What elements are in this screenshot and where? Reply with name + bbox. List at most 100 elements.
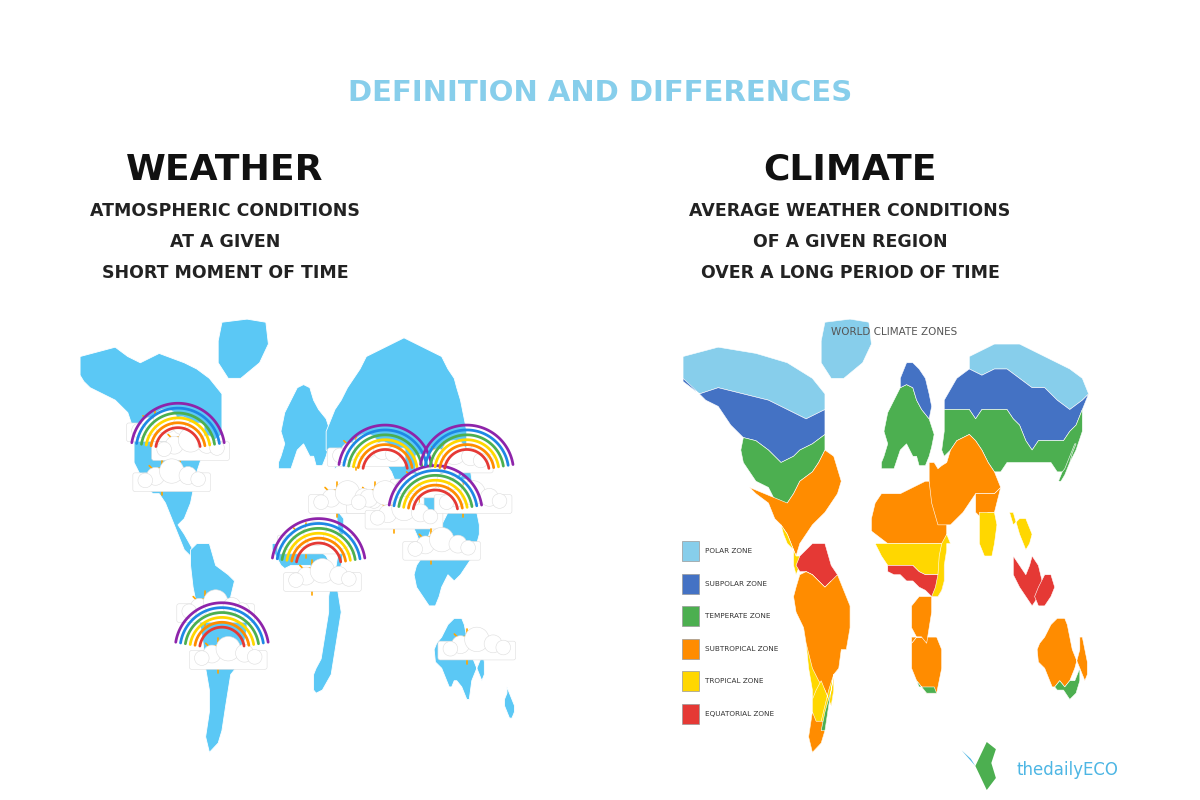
Text: POLAR ZONE: POLAR ZONE xyxy=(706,548,752,554)
Polygon shape xyxy=(796,572,850,753)
Polygon shape xyxy=(218,319,269,378)
Circle shape xyxy=(310,558,335,583)
Polygon shape xyxy=(821,319,871,378)
Polygon shape xyxy=(929,434,1001,525)
Text: ATMOSPHERIC CONDITIONS
AT A GIVEN
SHORT MOMENT OF TIME: ATMOSPHERIC CONDITIONS AT A GIVEN SHORT … xyxy=(90,202,360,282)
Bar xyxy=(682,671,698,691)
Polygon shape xyxy=(931,534,950,597)
Circle shape xyxy=(151,468,172,488)
Circle shape xyxy=(290,530,308,548)
Circle shape xyxy=(298,567,316,585)
FancyBboxPatch shape xyxy=(328,448,406,466)
Polygon shape xyxy=(796,543,838,587)
Circle shape xyxy=(157,442,172,457)
Polygon shape xyxy=(1037,618,1087,687)
Polygon shape xyxy=(455,444,473,484)
Circle shape xyxy=(154,409,178,434)
Circle shape xyxy=(182,604,197,618)
Text: AVERAGE WEATHER CONDITIONS
OF A GIVEN REGION
OVER A LONG PERIOD OF TIME: AVERAGE WEATHER CONDITIONS OF A GIVEN RE… xyxy=(689,202,1010,282)
Circle shape xyxy=(416,536,434,554)
Bar xyxy=(682,606,698,626)
Polygon shape xyxy=(1034,574,1055,606)
Circle shape xyxy=(430,527,454,552)
Bar xyxy=(682,704,698,724)
Circle shape xyxy=(371,510,385,525)
Circle shape xyxy=(216,637,240,661)
Polygon shape xyxy=(976,742,996,790)
Circle shape xyxy=(146,467,164,486)
FancyBboxPatch shape xyxy=(438,641,516,660)
Circle shape xyxy=(179,466,197,485)
Polygon shape xyxy=(683,347,824,419)
FancyBboxPatch shape xyxy=(403,542,480,560)
Circle shape xyxy=(412,504,430,522)
FancyBboxPatch shape xyxy=(277,535,355,554)
FancyBboxPatch shape xyxy=(151,442,229,461)
Circle shape xyxy=(191,598,209,616)
Circle shape xyxy=(473,453,488,468)
Circle shape xyxy=(166,436,184,454)
Circle shape xyxy=(191,472,205,486)
Circle shape xyxy=(179,428,203,452)
Polygon shape xyxy=(191,543,247,753)
Circle shape xyxy=(451,636,469,654)
Circle shape xyxy=(354,434,378,458)
Circle shape xyxy=(434,449,455,470)
Polygon shape xyxy=(970,344,1088,410)
Polygon shape xyxy=(326,338,479,606)
Circle shape xyxy=(384,505,404,526)
Bar xyxy=(682,638,698,658)
Text: SUBTROPICAL ZONE: SUBTROPICAL ZONE xyxy=(706,646,779,652)
Text: SUBPOLAR ZONE: SUBPOLAR ZONE xyxy=(706,581,767,586)
Circle shape xyxy=(210,441,224,455)
Circle shape xyxy=(404,474,421,491)
Polygon shape xyxy=(944,369,1088,450)
Bar xyxy=(682,541,698,561)
Polygon shape xyxy=(1055,668,1080,699)
Circle shape xyxy=(204,590,228,614)
Circle shape xyxy=(416,465,442,490)
FancyBboxPatch shape xyxy=(126,423,204,442)
Polygon shape xyxy=(871,531,947,574)
Circle shape xyxy=(404,494,419,508)
FancyBboxPatch shape xyxy=(283,573,361,591)
Circle shape xyxy=(373,442,391,459)
Circle shape xyxy=(452,490,473,510)
Circle shape xyxy=(395,479,410,494)
Polygon shape xyxy=(882,385,934,469)
Polygon shape xyxy=(504,687,515,718)
Circle shape xyxy=(138,473,152,488)
Polygon shape xyxy=(809,674,834,743)
Polygon shape xyxy=(912,637,922,643)
FancyBboxPatch shape xyxy=(308,494,386,514)
FancyBboxPatch shape xyxy=(390,479,468,498)
Text: WEATHER: WEATHER xyxy=(126,153,324,187)
Circle shape xyxy=(324,529,341,547)
Circle shape xyxy=(282,535,296,550)
Polygon shape xyxy=(1013,556,1042,606)
Circle shape xyxy=(408,542,422,556)
Polygon shape xyxy=(821,674,834,730)
Circle shape xyxy=(145,418,166,438)
FancyBboxPatch shape xyxy=(415,454,493,473)
Circle shape xyxy=(360,490,378,507)
Circle shape xyxy=(355,488,373,506)
Circle shape xyxy=(448,490,466,507)
FancyBboxPatch shape xyxy=(347,494,424,514)
Polygon shape xyxy=(809,706,829,753)
Polygon shape xyxy=(781,525,800,574)
Polygon shape xyxy=(683,378,824,462)
Circle shape xyxy=(194,650,209,666)
Circle shape xyxy=(235,644,253,662)
Text: DEFINITION AND DIFFERENCES: DEFINITION AND DIFFERENCES xyxy=(348,78,852,106)
Circle shape xyxy=(335,481,360,505)
Circle shape xyxy=(323,490,340,507)
Circle shape xyxy=(484,635,502,653)
Text: TEMPERATE ZONE: TEMPERATE ZONE xyxy=(706,613,770,619)
Circle shape xyxy=(379,505,397,522)
Circle shape xyxy=(302,567,323,588)
Text: WORLD CLIMATE ZONES: WORLD CLIMATE ZONES xyxy=(830,327,958,338)
Circle shape xyxy=(352,495,366,510)
Circle shape xyxy=(198,435,216,454)
Circle shape xyxy=(295,530,316,550)
